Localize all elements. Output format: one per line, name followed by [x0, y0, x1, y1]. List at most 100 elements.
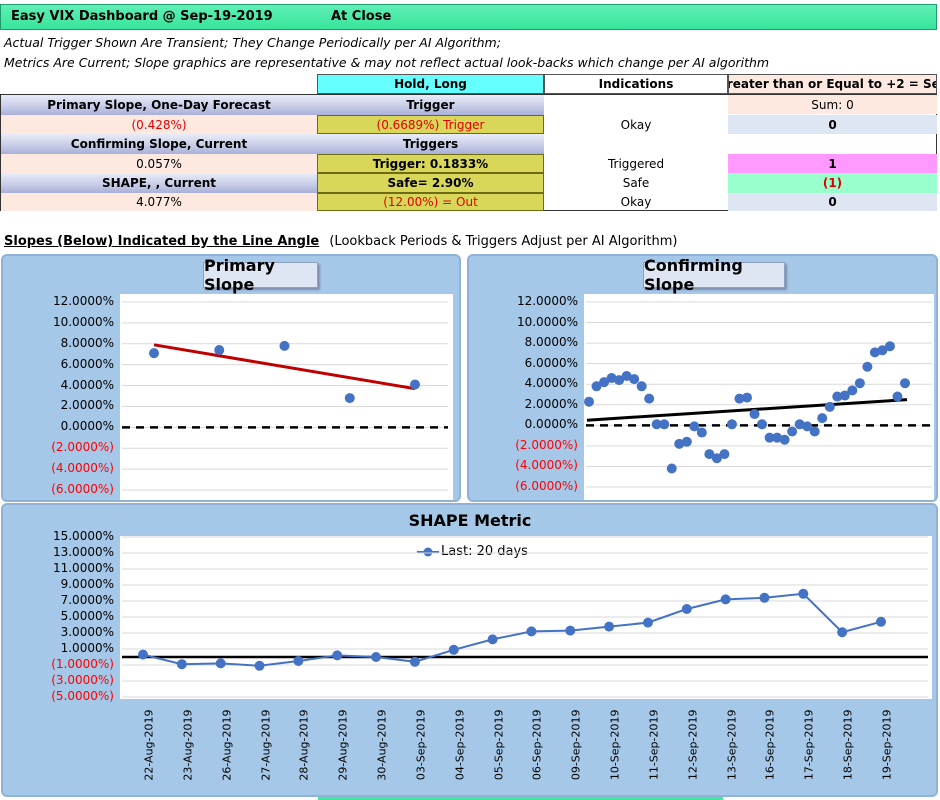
shape-legend: Last: 20 days	[417, 544, 528, 559]
row-label-primary-slope: Primary Slope, One-Day Forecast	[1, 95, 317, 115]
trendline	[153, 343, 416, 391]
shape-score: 0	[728, 193, 937, 211]
row-label-confirming-slope: Confirming Slope, Current	[1, 134, 317, 154]
primary-slope-score: 0	[728, 115, 937, 134]
row-trigger-header-primary: Trigger	[317, 95, 544, 115]
title-bar: Easy VIX Dashboard @ Sep-19-2019 At Clos…	[0, 4, 937, 30]
data-point	[757, 419, 768, 430]
y-tick-label: 10.0000%	[52, 314, 114, 329]
confirming-slope-indication: Triggered	[607, 156, 665, 171]
data-point	[884, 341, 895, 352]
header-greater-than: Greater than or Equal to +2 = Sell	[728, 74, 937, 94]
data-point	[487, 634, 498, 645]
y-tick-label: (5.0000%)	[51, 689, 114, 703]
data-point	[636, 381, 647, 392]
primary-slope-indication: Okay	[620, 117, 652, 132]
data-point	[809, 426, 820, 437]
data-point	[293, 656, 304, 666]
data-point	[674, 438, 685, 449]
data-point	[409, 656, 420, 667]
shape-metric-title: SHAPE Metric	[408, 511, 532, 530]
y-tick-label: 1.0000%	[60, 641, 114, 655]
data-point	[681, 436, 692, 447]
data-point	[642, 617, 653, 628]
y-tick-label: 4.0000%	[524, 376, 578, 391]
data-point	[149, 348, 159, 359]
y-tick-label: 12.0000%	[516, 294, 578, 308]
data-point	[681, 604, 692, 614]
y-tick-label: 9.0000%	[60, 577, 114, 591]
data-point	[704, 449, 715, 460]
shape-indication: Okay	[620, 195, 652, 209]
note-line-1: Actual Trigger Shown Are Transient; They…	[4, 35, 501, 50]
data-point	[410, 379, 420, 390]
data-point	[839, 390, 850, 401]
y-tick-label: (6.0000%)	[51, 482, 114, 496]
shape-safe-threshold: Safe= 2.90%	[317, 173, 544, 193]
data-point	[798, 588, 809, 599]
data-point	[869, 347, 880, 358]
data-point	[742, 392, 752, 403]
primary-slope-plot	[120, 294, 453, 500]
x-tick-label: 12-Sep-2019	[686, 709, 700, 781]
data-point	[876, 616, 886, 627]
y-tick-label: 5.0000%	[60, 609, 114, 623]
x-tick-label: 18-Sep-2019	[841, 709, 855, 781]
data-point	[862, 361, 873, 372]
data-point	[759, 592, 770, 603]
x-tick-label: 10-Sep-2019	[608, 709, 622, 781]
data-point	[749, 409, 760, 420]
data-point	[832, 391, 843, 402]
data-point	[802, 421, 813, 432]
data-point	[900, 378, 910, 389]
data-point	[526, 626, 537, 637]
confirming-slope-trigger: Trigger: 0.1833%	[317, 154, 544, 173]
x-tick-label: 11-Sep-2019	[647, 709, 661, 781]
data-point	[279, 340, 290, 351]
row-label-shape: SHAPE, , Current	[1, 173, 317, 193]
x-tick-label: 30-Aug-2019	[375, 709, 389, 781]
note-line-2: Metrics Are Current; Slope graphics are …	[4, 55, 770, 70]
data-point	[726, 419, 737, 430]
data-point	[254, 660, 265, 671]
y-tick-label: 11.0000%	[52, 561, 114, 575]
sum-cell: Sum: 0	[728, 95, 937, 114]
primary-slope-trigger: (0.6689%) Trigger	[317, 115, 544, 134]
x-tick-label: 22-Aug-2019	[142, 709, 156, 781]
confirming-slope-plot	[584, 294, 934, 500]
row-trigger-header-confirming: Triggers	[317, 134, 544, 154]
y-tick-label: (4.0000%)	[51, 461, 114, 476]
data-point	[837, 627, 848, 638]
y-tick-label: 7.0000%	[60, 593, 114, 607]
y-tick-label: 15.0000%	[52, 529, 114, 543]
slopes-section-heading: Slopes (Below) Indicated by the Line Ang…	[4, 234, 677, 249]
data-point	[644, 393, 655, 404]
y-tick-label: (6.0000%)	[515, 479, 578, 493]
shape-value: 4.077%	[1, 193, 317, 211]
x-tick-label: 26-Aug-2019	[220, 709, 234, 781]
y-tick-label: 2.0000%	[60, 398, 114, 413]
data-point	[787, 426, 798, 437]
trendline	[586, 398, 908, 422]
y-tick-label: (3.0000%)	[51, 673, 114, 687]
x-tick-label: 27-Aug-2019	[259, 709, 273, 781]
y-tick-label: 10.0000%	[516, 314, 578, 329]
legend-label: Last: 20 days	[441, 544, 528, 559]
data-point	[779, 434, 790, 445]
legend-marker-icon	[417, 547, 439, 556]
x-tick-label: 03-Sep-2019	[414, 709, 428, 781]
data-point	[817, 413, 828, 424]
data-point	[584, 396, 594, 407]
data-point	[854, 378, 865, 389]
y-tick-label: 3.0000%	[60, 625, 114, 639]
data-point	[629, 374, 640, 385]
data-point	[176, 659, 187, 670]
data-point	[448, 644, 459, 655]
x-tick-label: 13-Sep-2019	[725, 709, 739, 781]
series-line	[142, 592, 882, 667]
x-tick-label: 16-Sep-2019	[763, 709, 777, 781]
data-point	[877, 345, 888, 356]
data-point	[824, 401, 835, 412]
